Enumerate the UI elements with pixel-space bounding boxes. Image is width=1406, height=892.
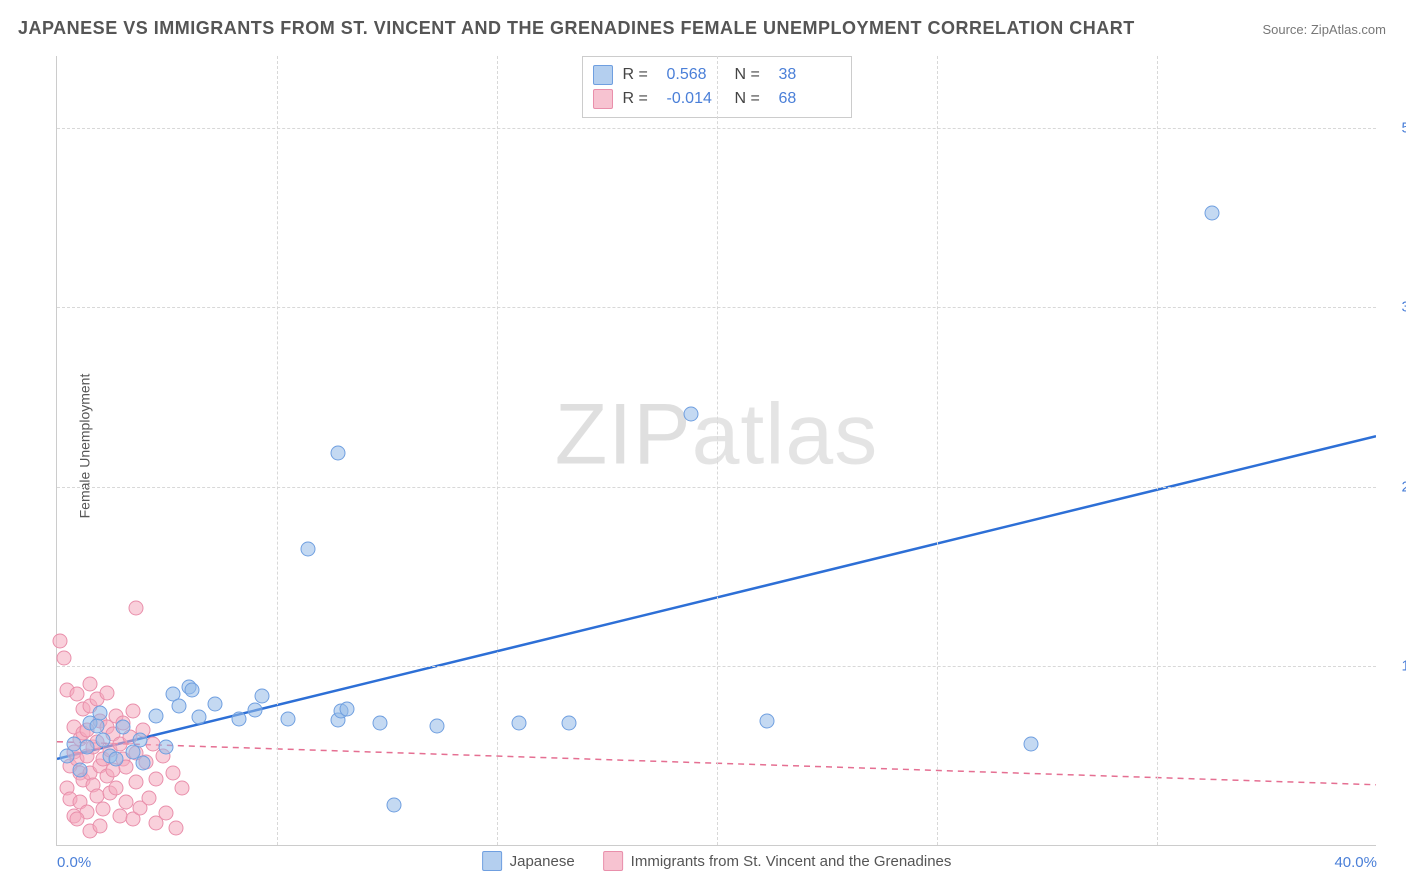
data-point-japanese xyxy=(561,715,576,730)
data-point-japanese xyxy=(330,445,345,460)
data-point-japanese xyxy=(248,702,263,717)
chart-title: JAPANESE VS IMMIGRANTS FROM ST. VINCENT … xyxy=(18,18,1135,39)
y-tick-label: 50.0% xyxy=(1401,119,1406,136)
scatter-plot: ZIPatlas R = 0.568 N = 38 R = -0.014 N =… xyxy=(56,56,1376,846)
legend-row-japanese: R = 0.568 N = 38 xyxy=(593,63,837,87)
data-point-japanese xyxy=(386,797,401,812)
data-point-svg xyxy=(96,802,111,817)
data-point-japanese xyxy=(79,740,94,755)
swatch-blue-icon xyxy=(593,65,613,85)
data-point-svg xyxy=(69,687,84,702)
data-point-japanese xyxy=(191,710,206,725)
source-value: ZipAtlas.com xyxy=(1311,22,1386,37)
legend-label: Japanese xyxy=(510,853,575,870)
legend-label: Immigrants from St. Vincent and the Gren… xyxy=(631,853,952,870)
n-label: N = xyxy=(735,90,769,108)
data-point-svg xyxy=(53,634,68,649)
n-label: N = xyxy=(735,66,769,84)
data-point-svg xyxy=(129,774,144,789)
legend-item-svg: Immigrants from St. Vincent and the Gren… xyxy=(603,851,952,871)
data-point-svg xyxy=(56,651,71,666)
r-label: R = xyxy=(623,90,657,108)
series-legend: Japanese Immigrants from St. Vincent and… xyxy=(482,851,952,871)
data-point-japanese xyxy=(73,763,88,778)
data-point-svg xyxy=(83,677,98,692)
gridline-v xyxy=(1157,56,1158,845)
data-point-japanese xyxy=(185,682,200,697)
data-point-japanese xyxy=(149,708,164,723)
data-point-japanese xyxy=(1205,206,1220,221)
swatch-blue-icon xyxy=(482,851,502,871)
x-tick-label: 0.0% xyxy=(57,854,91,871)
gridline-v xyxy=(717,56,718,845)
data-point-japanese xyxy=(208,697,223,712)
data-point-svg xyxy=(125,704,140,719)
data-point-svg xyxy=(129,601,144,616)
data-point-svg xyxy=(99,685,114,700)
r-label: R = xyxy=(623,66,657,84)
data-point-japanese xyxy=(254,688,269,703)
gridline-v xyxy=(277,56,278,845)
swatch-pink-icon xyxy=(593,89,613,109)
data-point-japanese xyxy=(340,701,355,716)
swatch-pink-icon xyxy=(603,851,623,871)
data-point-svg xyxy=(149,771,164,786)
data-point-japanese xyxy=(132,733,147,748)
data-point-svg xyxy=(158,806,173,821)
n-value: 68 xyxy=(779,90,837,108)
legend-row-svg: R = -0.014 N = 68 xyxy=(593,87,837,111)
data-point-svg xyxy=(109,780,124,795)
data-point-svg xyxy=(142,790,157,805)
y-tick-label: 12.5% xyxy=(1401,658,1406,675)
data-point-svg xyxy=(168,820,183,835)
data-point-svg xyxy=(69,812,84,827)
data-point-japanese xyxy=(109,751,124,766)
gridline-v xyxy=(497,56,498,845)
data-point-svg xyxy=(165,766,180,781)
data-point-japanese xyxy=(89,718,104,733)
data-point-japanese xyxy=(96,733,111,748)
data-point-svg xyxy=(175,780,190,795)
data-point-japanese xyxy=(92,705,107,720)
source-label: Source: xyxy=(1262,22,1310,37)
data-point-japanese xyxy=(231,711,246,726)
data-point-japanese xyxy=(116,720,131,735)
data-point-japanese xyxy=(172,698,187,713)
watermark-light: atlas xyxy=(692,386,879,482)
data-point-japanese xyxy=(300,542,315,557)
y-tick-label: 37.5% xyxy=(1401,299,1406,316)
data-point-japanese xyxy=(373,715,388,730)
r-value: -0.014 xyxy=(667,90,725,108)
source-attribution: Source: ZipAtlas.com xyxy=(1262,22,1386,37)
data-point-japanese xyxy=(683,407,698,422)
data-point-svg xyxy=(92,819,107,834)
y-tick-label: 25.0% xyxy=(1401,478,1406,495)
watermark-bold: ZIP xyxy=(555,386,692,482)
r-value: 0.568 xyxy=(667,66,725,84)
data-point-japanese xyxy=(512,715,527,730)
n-value: 38 xyxy=(779,66,837,84)
data-point-japanese xyxy=(281,711,296,726)
data-point-japanese xyxy=(158,740,173,755)
data-point-japanese xyxy=(759,714,774,729)
data-point-japanese xyxy=(1023,737,1038,752)
legend-item-japanese: Japanese xyxy=(482,851,575,871)
gridline-v xyxy=(937,56,938,845)
data-point-japanese xyxy=(429,718,444,733)
data-point-japanese xyxy=(135,756,150,771)
x-tick-label: 40.0% xyxy=(1334,854,1377,871)
